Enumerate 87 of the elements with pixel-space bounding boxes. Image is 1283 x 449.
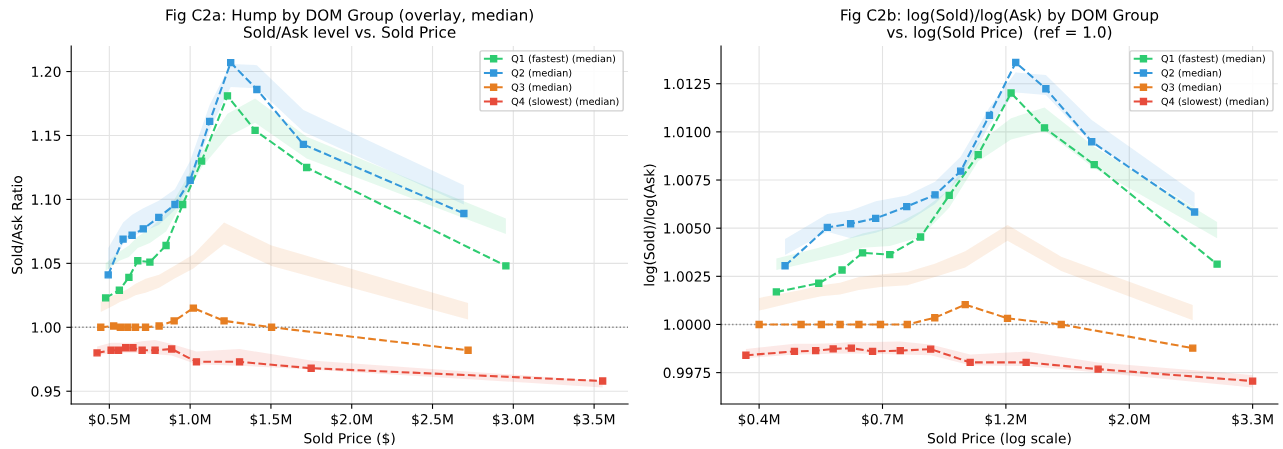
- point: [267, 323, 276, 331]
- point: [151, 346, 159, 354]
- point: [162, 241, 170, 250]
- chart-title: Fig C2b: log(Sold)/log(Ask) by DOM Group vs. log(Sold Price) (ref = 1.0): [841, 8, 1159, 41]
- legend-label: Q2 (median): [1161, 69, 1222, 78]
- point: [101, 294, 110, 302]
- point: [110, 322, 118, 330]
- y-tick-label: 1.0100: [664, 126, 711, 138]
- point: [206, 117, 214, 126]
- point: [93, 349, 101, 357]
- point: [134, 257, 142, 265]
- point: [197, 157, 206, 165]
- point: [141, 323, 150, 331]
- x-tick-label: $2.0M: [1108, 413, 1150, 427]
- x-tick-label: $3.3M: [1232, 413, 1273, 427]
- point: [464, 346, 472, 354]
- point: [220, 317, 228, 325]
- point: [114, 346, 123, 354]
- x-tick-label: $1.0M: [169, 413, 211, 427]
- point: [307, 364, 315, 372]
- y-tick-label: 1.0125: [664, 78, 711, 90]
- y-tick-label: 1.0050: [664, 223, 711, 234]
- y-tick-label: 0.95: [31, 386, 61, 397]
- point: [125, 273, 133, 282]
- x-tick-label: $1.5M: [250, 413, 292, 427]
- point: [223, 92, 232, 100]
- point: [460, 209, 468, 218]
- y-tick-label: 1.15: [32, 130, 61, 141]
- point: [155, 322, 163, 330]
- point: [107, 346, 115, 354]
- y-tick-label: 1.10: [32, 194, 61, 205]
- legend-label: Q3 (median): [511, 83, 572, 92]
- point: [235, 358, 244, 366]
- x-tick-label: $3.0M: [493, 413, 534, 427]
- y-axis-title: Sold/Ask Ratio: [11, 176, 24, 274]
- legend-label: Q2 (median): [511, 69, 572, 78]
- point: [168, 345, 176, 353]
- chart-title: Fig C2a: Hump by DOM Group (overlay, median) Sold/Ask level vs. Sold Price: [166, 8, 533, 40]
- point: [227, 58, 235, 67]
- point: [131, 323, 140, 331]
- point: [146, 258, 154, 266]
- point: [598, 377, 607, 385]
- x-tick-label: $2.5M: [412, 413, 453, 427]
- x-tick-label: $3.5M: [573, 413, 615, 427]
- y-tick-label: 1.20: [32, 66, 61, 78]
- x-tick-label: $0.7M: [862, 413, 903, 427]
- point: [115, 286, 124, 294]
- point: [138, 346, 146, 354]
- point: [186, 176, 194, 184]
- point: [124, 323, 132, 331]
- y-tick-label: 1.0000: [664, 319, 711, 330]
- point: [170, 317, 178, 325]
- y-tick-label: 1.05: [32, 258, 61, 269]
- y-tick-label: 1.00: [32, 322, 61, 333]
- point: [179, 200, 187, 209]
- point: [253, 85, 261, 94]
- point: [299, 140, 308, 149]
- x-tick-label: $0.5M: [89, 413, 130, 427]
- legend-label: Q3 (median): [1161, 83, 1222, 92]
- point: [116, 323, 125, 331]
- y-tick-label: 0.9975: [663, 367, 711, 379]
- point: [129, 344, 137, 352]
- point: [251, 126, 259, 135]
- point: [104, 271, 112, 279]
- point: [171, 200, 179, 209]
- point: [121, 344, 130, 352]
- y-axis-title: log(Sold)/log(Ask): [643, 164, 658, 286]
- y-tick-label: 1.0075: [664, 174, 711, 186]
- point: [155, 213, 163, 222]
- x-tick-label: $2.0M: [331, 413, 372, 427]
- x-axis-title: Sold Price ($): [304, 432, 395, 446]
- legend-label: Q1 (fastest) (median): [1161, 54, 1265, 64]
- point: [502, 262, 510, 270]
- point: [189, 304, 198, 312]
- x-tick-label: $1.2M: [985, 413, 1026, 427]
- point: [139, 225, 147, 233]
- point: [119, 235, 127, 243]
- point: [302, 163, 311, 172]
- point: [97, 323, 105, 331]
- legend-label: Q4 (slowest) (median): [1161, 97, 1269, 107]
- point: [192, 358, 201, 366]
- x-axis-title: Sold Price (log scale): [927, 432, 1071, 447]
- x-tick-label: $0.4M: [738, 413, 780, 427]
- legend-label: Q1 (fastest) (median): [511, 54, 616, 64]
- point: [128, 231, 136, 239]
- legend-label: Q4 (slowest) (median): [511, 97, 619, 107]
- y-tick-label: 1.0025: [664, 271, 711, 282]
